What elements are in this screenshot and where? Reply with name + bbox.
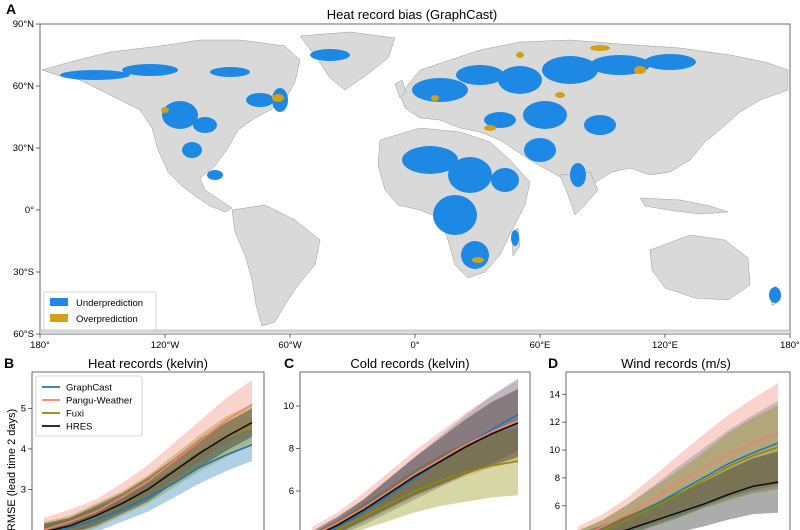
- land-uk: [394, 79, 407, 99]
- underprediction-regions: [60, 49, 781, 303]
- line-pangu-weather: [43, 403, 253, 530]
- map-title: Heat record bias (GraphCast): [327, 7, 498, 22]
- band-pangu-weather: [312, 380, 518, 530]
- chart-frame: [31, 371, 265, 530]
- map-lat-tick-label: 0°: [25, 205, 34, 216]
- heat-records-chart: 3 4 5: [21, 371, 265, 530]
- legend-series-label: Pangu-Weather: [66, 396, 132, 407]
- band-graphcast: [579, 401, 778, 530]
- line-pangu-weather: [592, 432, 779, 530]
- y-tick-label: 6: [555, 501, 560, 512]
- y-tick-label: 10: [283, 401, 294, 412]
- chart-frame: [565, 371, 791, 530]
- band-fuxi: [579, 405, 778, 530]
- heat-chart-title: Heat records (kelvin): [88, 356, 208, 371]
- wind-chart-title: Wind records (m/s): [621, 356, 731, 371]
- y-tick-label: 5: [21, 403, 26, 414]
- line-fuxi: [602, 446, 779, 530]
- land-antarctica: [40, 329, 790, 334]
- map-lon-tick-label: 120°E: [652, 340, 678, 351]
- band-hres: [44, 408, 252, 530]
- bias-patches: [60, 45, 781, 303]
- overprediction-swatch: [50, 314, 68, 322]
- line-hres: [48, 421, 253, 530]
- legend-underprediction: Underprediction: [76, 298, 143, 309]
- panel-a-letter: A: [6, 1, 16, 17]
- y-tick-label: 8: [555, 473, 560, 484]
- band-pangu-weather: [44, 380, 252, 530]
- heat-chart-ylabel: RMSE (lead time 2 days): [6, 409, 18, 530]
- line-hres: [623, 481, 779, 530]
- panel-b-letter: B: [4, 355, 14, 371]
- map-lat-tick-label: 90°N: [13, 19, 34, 30]
- map-lat-tick-label: 30°S: [13, 267, 34, 278]
- map-lon-tick-label: 180°: [30, 340, 50, 351]
- band-graphcast: [44, 428, 252, 530]
- y-tick-label: 10: [549, 445, 560, 456]
- band-hres: [588, 451, 778, 530]
- legend-series-label: HRES: [66, 422, 92, 433]
- band-hres: [314, 389, 518, 530]
- y-tick-label: 4: [21, 444, 26, 455]
- chart-frame: [299, 371, 531, 530]
- series-legend: GraphCast Pangu-Weather Fuxi HRES: [35, 375, 143, 437]
- map-longitude-ticks: 180° 120°W 60°W 0° 60°E 120°E 180°: [30, 334, 800, 351]
- line-pangu-weather: [321, 420, 519, 530]
- line-fuxi: [333, 460, 519, 530]
- map-lon-tick-label: 0°: [410, 340, 419, 351]
- wind-records-chart: 4 6 8 10 12 14: [549, 371, 791, 530]
- cold-chart-title: Cold records (kelvin): [350, 356, 469, 371]
- map-legend: Underprediction Overprediction: [43, 291, 157, 331]
- map-latitude-ticks: 90°N 60°N 30°N 0° 30°S 60°S: [13, 19, 40, 340]
- legend-overprediction: Overprediction: [76, 314, 138, 325]
- line-hres: [325, 422, 519, 530]
- land-indonesia: [639, 197, 729, 215]
- y-tick-label: 4: [555, 529, 560, 530]
- land-india: [559, 171, 599, 216]
- legend-series-label: Fuxi: [66, 409, 84, 420]
- land-south-america: [231, 204, 321, 327]
- map-lon-tick-label: 120°W: [151, 340, 180, 351]
- y-tick-label: 14: [549, 389, 560, 400]
- y-tick-label: 3: [21, 484, 26, 495]
- map-lat-tick-label: 30°N: [13, 143, 34, 154]
- y-tick-label: 8: [289, 444, 294, 455]
- y-tick-label: 4: [289, 529, 294, 530]
- panel-d-letter: D: [548, 355, 558, 371]
- underprediction-swatch: [50, 298, 68, 306]
- line-graphcast: [57, 444, 253, 530]
- y-tick-label: 6: [289, 486, 294, 497]
- band-graphcast: [318, 378, 518, 530]
- band-fuxi: [44, 404, 252, 530]
- map-lon-tick-label: 60°W: [278, 340, 301, 351]
- cold-records-chart: 4 6 8 10: [283, 371, 531, 530]
- y-tick-label: 12: [549, 417, 560, 428]
- map-lon-tick-label: 60°E: [530, 340, 551, 351]
- panel-c-letter: C: [284, 355, 294, 371]
- land-australia: [649, 234, 751, 301]
- map-lat-tick-label: 60°N: [13, 81, 34, 92]
- band-pangu-weather: [578, 383, 778, 530]
- legend-series-label: GraphCast: [66, 383, 112, 394]
- land-greenland: [299, 31, 396, 91]
- map-frame: [39, 23, 791, 335]
- overprediction-regions: [161, 45, 646, 263]
- map-lon-tick-label: 180°: [780, 340, 800, 351]
- map-lat-tick-label: 60°S: [13, 329, 34, 340]
- line-graphcast: [330, 413, 519, 530]
